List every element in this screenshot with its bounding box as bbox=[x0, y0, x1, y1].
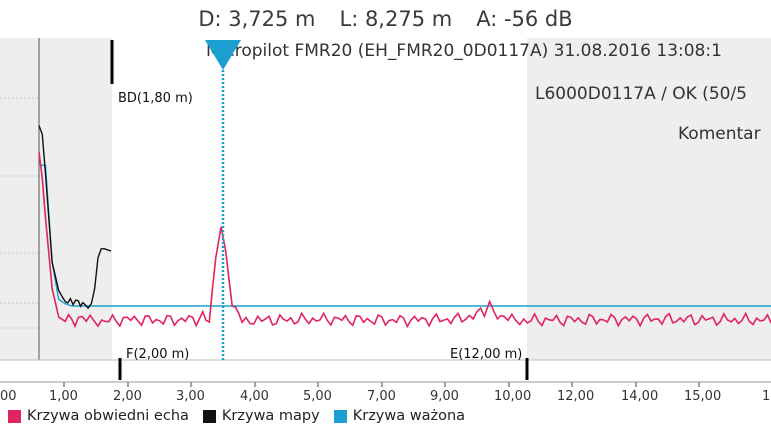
x-tick-label: 7,00 bbox=[367, 389, 396, 404]
envelope-curve bbox=[38, 151, 771, 329]
cursor-handle-icon[interactable] bbox=[205, 40, 241, 70]
x-tick-label: 15,00 bbox=[684, 389, 721, 404]
x-tick-labels: 00 1,00 2,00 3,00 4,00 5,00 7,00 9,00 10,00 12,00… bbox=[0, 381, 771, 404]
x-tick-label: 3,00 bbox=[176, 389, 205, 404]
y-gridlines bbox=[0, 97, 39, 329]
x-tick-label-partial: 1 bbox=[762, 389, 770, 404]
x-tick-label: 12,00 bbox=[557, 389, 594, 404]
map-curve bbox=[38, 125, 112, 310]
distance-readout: D: 3,725 m bbox=[198, 7, 316, 31]
chart-legend: Krzywa obwiedni echa Krzywa mapy Krzywa … bbox=[8, 408, 479, 424]
x-tick-label: 4,00 bbox=[240, 389, 269, 404]
status-line: L6000D0117A / OK (50/5 bbox=[535, 84, 747, 104]
level-readout: L: 8,275 m bbox=[339, 7, 453, 31]
cursor-readout: D: 3,725 m L: 8,275 m A: -56 dB bbox=[0, 0, 771, 38]
x-tick-label: 9,00 bbox=[430, 389, 459, 404]
echo-curve-chart[interactable]: Micropilot FMR20 (EH_FMR20_0D0117A) 31.0… bbox=[0, 38, 771, 408]
legend-item-weighted: Krzywa ważona bbox=[333, 408, 466, 424]
legend-label-weighted: Krzywa ważona bbox=[352, 408, 466, 424]
legend-label-map: Krzywa mapy bbox=[221, 408, 320, 424]
comment-line: Komentar bbox=[678, 124, 761, 144]
legend-item-envelope: Krzywa obwiedni echa bbox=[8, 408, 189, 424]
x-tick-label: 5,00 bbox=[303, 389, 332, 404]
legend-item-map: Krzywa mapy bbox=[202, 408, 320, 424]
series-layer bbox=[38, 125, 771, 329]
legend-swatch-envelope bbox=[8, 409, 21, 423]
weighted-curve bbox=[39, 164, 771, 307]
amplitude-readout: A: -56 dB bbox=[476, 7, 573, 31]
f-marker-label: F(2,00 m) bbox=[126, 347, 189, 362]
device-title: Micropilot FMR20 (EH_FMR20_0D0117A) 31.0… bbox=[206, 41, 722, 61]
x-tick-label: 00 bbox=[0, 389, 17, 404]
x-tick-label: 10,00 bbox=[494, 389, 531, 404]
bd-marker-label: BD(1,80 m) bbox=[118, 91, 193, 106]
legend-label-envelope: Krzywa obwiedni echa bbox=[27, 408, 189, 424]
legend-swatch-map bbox=[202, 409, 216, 423]
e-marker-label: E(12,00 m) bbox=[450, 347, 522, 362]
legend-swatch-weighted bbox=[333, 409, 347, 423]
x-tick-label: 1,00 bbox=[49, 389, 78, 404]
blocked-zone-left bbox=[0, 38, 112, 360]
x-tick-label: 14,00 bbox=[621, 389, 658, 404]
x-tick-label: 2,00 bbox=[113, 389, 142, 404]
